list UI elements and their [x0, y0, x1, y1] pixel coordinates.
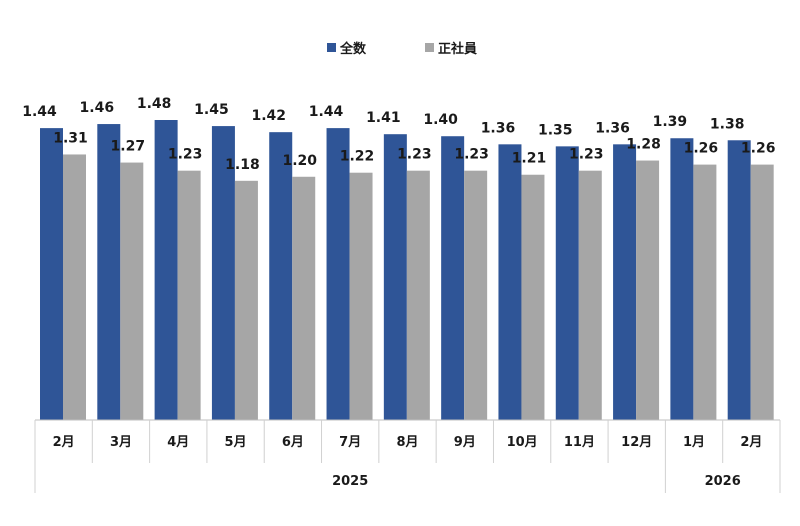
legend-swatch-total: [327, 43, 336, 52]
bar-total: [383, 134, 407, 420]
x-tick-label: 6月: [282, 435, 304, 450]
data-label-total: 1.44: [22, 104, 57, 120]
bar-regular: [750, 164, 774, 420]
x-tick-label: 10月: [507, 435, 538, 450]
data-label-regular: 1.23: [569, 147, 604, 163]
data-label-total: 1.48: [137, 96, 172, 112]
x-tick-label: 8月: [396, 435, 418, 450]
bar-total: [211, 126, 235, 421]
bar-total: [97, 124, 121, 421]
data-label-total: 1.44: [309, 104, 344, 120]
bar-regular: [693, 164, 717, 420]
bar-total: [154, 120, 178, 420]
bar-regular: [521, 174, 545, 420]
data-label-total: 1.35: [538, 122, 573, 138]
legend-item-total: 全数: [327, 38, 366, 57]
year-group-label: 2025: [332, 474, 368, 489]
legend-label-regular: 正社員: [438, 42, 478, 57]
x-tick-label: 9月: [454, 435, 476, 450]
data-label-total: 1.36: [595, 120, 630, 136]
bar-total: [555, 146, 579, 421]
data-label-regular: 1.27: [111, 139, 146, 155]
data-label-total: 1.42: [251, 108, 286, 124]
data-label-regular: 1.28: [626, 137, 661, 153]
bar-regular: [464, 170, 488, 420]
data-label-regular: 1.20: [282, 153, 317, 169]
bar-regular: [63, 154, 86, 420]
data-label-regular: 1.23: [454, 147, 489, 163]
bar-regular: [349, 172, 373, 420]
bar-regular: [406, 170, 430, 420]
data-label-regular: 1.23: [168, 147, 203, 163]
legend-label-total: 全数: [340, 42, 367, 57]
data-label-regular: 1.31: [53, 130, 88, 146]
x-tick-label: 7月: [339, 435, 361, 450]
data-label-total: 1.40: [423, 112, 458, 128]
data-label-total: 1.46: [80, 100, 115, 116]
bar-total: [498, 144, 522, 420]
x-tick-label: 12月: [621, 435, 652, 450]
data-label-total: 1.41: [366, 110, 401, 126]
data-label-regular: 1.18: [225, 157, 260, 173]
bar-regular: [234, 180, 258, 420]
x-tick-label: 5月: [225, 435, 247, 450]
data-label-total: 1.45: [194, 102, 229, 118]
x-tick-label: 4月: [167, 435, 189, 450]
data-label-regular: 1.21: [512, 151, 547, 167]
bar-total: [441, 136, 465, 420]
bar-regular: [292, 176, 316, 420]
x-tick-label: 1月: [683, 435, 705, 450]
bar-regular: [636, 160, 660, 420]
legend-swatch-regular: [425, 43, 434, 52]
data-label-total: 1.39: [653, 114, 688, 130]
x-tick-label: 3月: [110, 435, 132, 450]
data-label-regular: 1.26: [684, 141, 719, 157]
data-label-regular: 1.26: [741, 141, 776, 157]
data-label-total: 1.36: [481, 120, 516, 136]
x-tick-label: 2月: [740, 435, 762, 450]
legend: 全数 正社員: [0, 38, 800, 58]
data-label-regular: 1.23: [397, 147, 432, 163]
bar-total: [670, 138, 694, 420]
bar-total: [326, 128, 350, 420]
data-label-total: 1.38: [710, 116, 745, 132]
legend-item-regular: 正社員: [425, 38, 477, 57]
bar-regular: [120, 162, 144, 421]
year-group-label: 2026: [705, 474, 741, 489]
data-label-regular: 1.22: [340, 149, 375, 165]
bar-total: [727, 140, 751, 421]
bar-total: [40, 128, 63, 420]
x-tick-label: 11月: [564, 435, 595, 450]
bar-total: [269, 132, 293, 420]
bar-regular: [177, 170, 201, 420]
bar-regular: [578, 170, 602, 420]
x-tick-label: 2月: [53, 435, 75, 450]
bar-total: [613, 144, 637, 420]
